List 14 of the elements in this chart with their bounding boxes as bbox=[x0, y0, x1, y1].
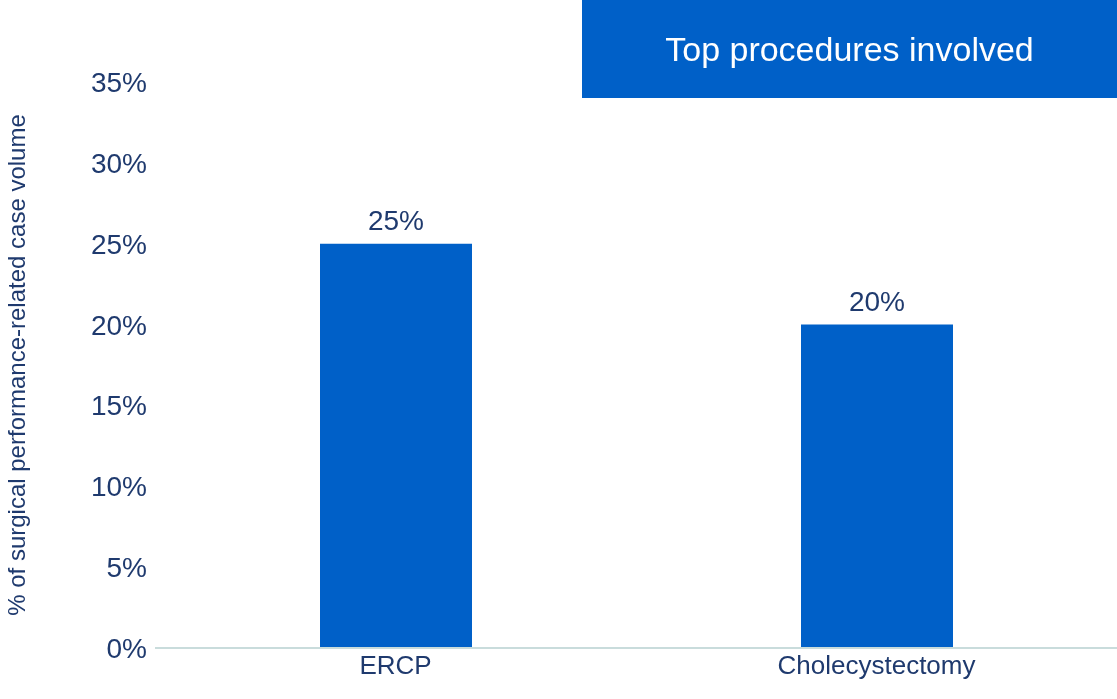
y-tick-label: 20% bbox=[90, 309, 147, 341]
title-banner: Top procedures involved bbox=[582, 0, 1117, 98]
y-tick-label: 0% bbox=[106, 632, 147, 664]
y-tick-label: 5% bbox=[106, 552, 147, 584]
data-label: 25% bbox=[367, 204, 425, 236]
y-tick-label: 25% bbox=[90, 228, 147, 260]
y-tick-label: 35% bbox=[90, 66, 147, 98]
x-tick-label: Cholecystectomy bbox=[777, 650, 976, 681]
y-tick-label: 10% bbox=[90, 471, 147, 503]
data-label: 20% bbox=[848, 285, 906, 317]
y-tick-label: 15% bbox=[90, 390, 147, 422]
y-axis-title: % of surgical performance-related case volume bbox=[2, 114, 30, 616]
y-tick-label: 30% bbox=[90, 147, 147, 179]
x-tick-label: ERCP bbox=[359, 650, 432, 681]
